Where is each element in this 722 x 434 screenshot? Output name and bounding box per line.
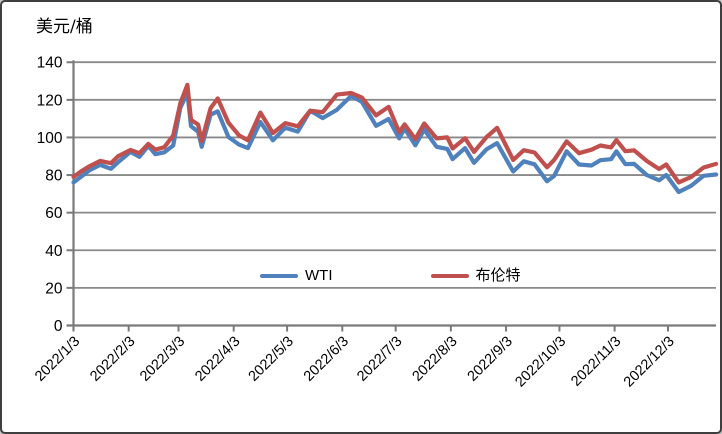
x-tick-label: 2022/12/3: [621, 334, 678, 391]
x-tick-label: 2022/1/3: [32, 334, 83, 385]
legend-label-wti: WTI: [305, 267, 333, 284]
y-tick-label: 140: [37, 55, 63, 72]
legend-item-wti: WTI: [260, 268, 333, 283]
y-tick-label: 80: [45, 168, 63, 185]
x-tick-label: 2022/7/3: [354, 334, 405, 385]
y-tick-label: 60: [45, 205, 63, 222]
y-tick-label: 20: [45, 280, 63, 297]
y-tick-label: 40: [45, 243, 63, 260]
y-tick-label: 120: [37, 92, 63, 109]
x-tick-label: 2022/2/3: [87, 334, 138, 385]
y-tick-label: 0: [54, 318, 63, 335]
y-tick-label: 100: [37, 130, 63, 147]
x-tick-label: 2022/3/3: [137, 334, 188, 385]
x-tick-label: 2022/9/3: [465, 334, 516, 385]
legend: WTI 布伦特: [260, 268, 521, 283]
wti-line-swatch-icon: [260, 273, 298, 278]
series-line-brent: [71, 82, 719, 185]
legend-label-brent: 布伦特: [475, 267, 521, 284]
x-tick-label: 2022/11/3: [568, 334, 624, 390]
x-tick-label: 2022/5/3: [246, 334, 297, 385]
legend-item-brent: 布伦特: [430, 267, 521, 284]
x-tick-label: 2022/4/3: [192, 334, 243, 385]
series-line-wti: [71, 90, 719, 195]
x-tick-label: 2022/8/3: [409, 334, 460, 385]
x-tick-label: 2022/6/3: [301, 334, 352, 385]
chart-title: 美元/桶: [36, 17, 93, 37]
brent-line-swatch-icon: [430, 273, 469, 278]
x-tick-label: 2022/10/3: [512, 334, 569, 391]
